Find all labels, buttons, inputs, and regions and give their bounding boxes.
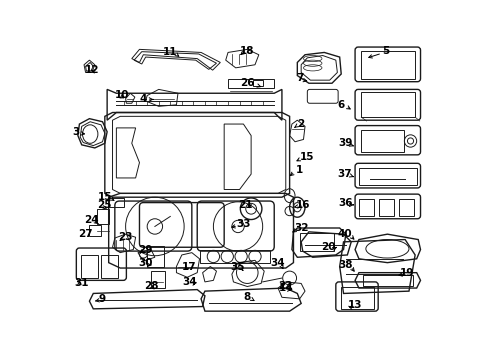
- Bar: [89, 225, 101, 236]
- Text: 24: 24: [84, 215, 99, 225]
- Bar: [151, 271, 165, 288]
- Text: 27: 27: [78, 229, 93, 239]
- Text: 28: 28: [144, 281, 158, 291]
- Bar: [228, 78, 274, 88]
- Text: 18: 18: [240, 46, 254, 56]
- Text: 12: 12: [84, 65, 99, 75]
- Text: 8: 8: [244, 292, 251, 302]
- Text: 15: 15: [299, 152, 314, 162]
- Bar: [359, 199, 374, 216]
- Bar: [379, 199, 394, 216]
- Text: 34: 34: [271, 258, 285, 267]
- Bar: [109, 198, 124, 207]
- Text: 10: 10: [115, 90, 130, 100]
- Text: 14: 14: [278, 283, 293, 293]
- Bar: [97, 209, 109, 224]
- Text: 39: 39: [338, 138, 352, 148]
- Text: 1: 1: [296, 165, 303, 175]
- Text: 3: 3: [73, 127, 80, 137]
- Text: 38: 38: [338, 260, 352, 270]
- Text: 15: 15: [98, 192, 112, 202]
- Bar: [81, 255, 98, 278]
- Text: 20: 20: [321, 242, 335, 252]
- Text: 22: 22: [278, 281, 293, 291]
- Bar: [253, 80, 263, 86]
- Text: 36: 36: [338, 198, 352, 208]
- Text: 7: 7: [296, 73, 303, 83]
- Text: 29: 29: [139, 244, 153, 255]
- Text: 6: 6: [338, 100, 345, 110]
- Bar: [361, 130, 404, 152]
- Text: 13: 13: [348, 300, 362, 310]
- Text: 19: 19: [400, 268, 415, 278]
- Text: 35: 35: [231, 261, 245, 271]
- Text: 31: 31: [74, 278, 89, 288]
- Bar: [363, 275, 413, 286]
- Text: 4: 4: [140, 94, 147, 104]
- Text: 34: 34: [182, 277, 197, 287]
- Text: 17: 17: [182, 261, 197, 271]
- Text: 40: 40: [338, 229, 352, 239]
- Text: 21: 21: [239, 200, 253, 210]
- Text: 16: 16: [295, 200, 310, 210]
- Bar: [361, 51, 415, 78]
- Text: 11: 11: [163, 48, 177, 58]
- Text: 9: 9: [99, 294, 106, 304]
- Text: 32: 32: [294, 223, 308, 233]
- Bar: [399, 199, 415, 216]
- Text: 30: 30: [138, 258, 153, 267]
- Text: 33: 33: [236, 219, 251, 229]
- Text: 25: 25: [98, 200, 112, 210]
- Bar: [361, 93, 415, 117]
- Text: 37: 37: [338, 169, 352, 179]
- Text: 26: 26: [240, 78, 254, 88]
- Text: 5: 5: [382, 46, 390, 56]
- Bar: [341, 287, 373, 309]
- Bar: [147, 247, 164, 266]
- Bar: [300, 233, 334, 251]
- Bar: [359, 168, 416, 185]
- Text: 23: 23: [119, 232, 133, 242]
- Bar: [199, 249, 270, 264]
- Text: 2: 2: [297, 119, 305, 129]
- Bar: [101, 255, 118, 278]
